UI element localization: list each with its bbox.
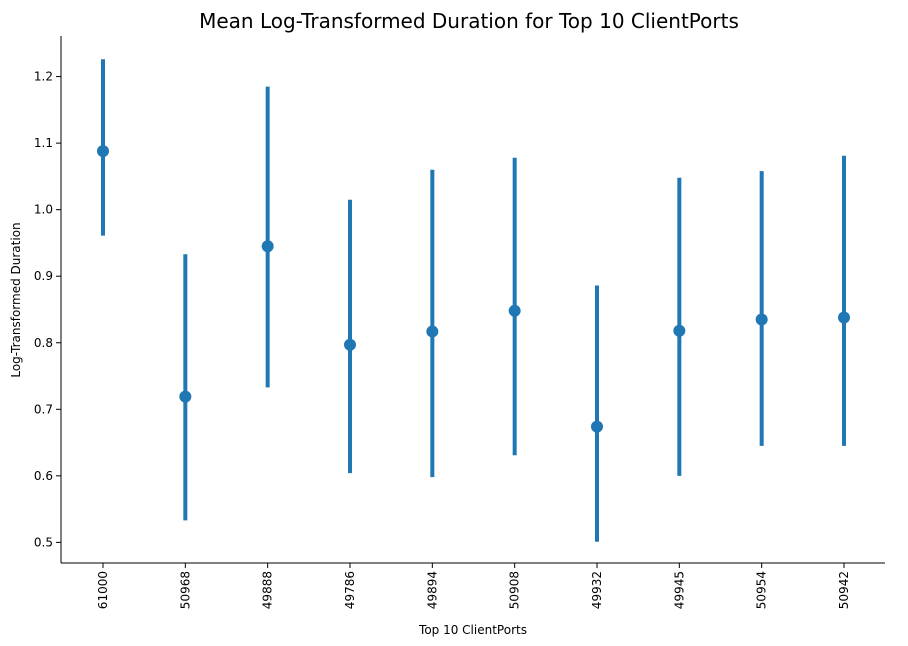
y-tick-label: 0.7 <box>34 402 53 416</box>
y-tick-label: 0.6 <box>34 469 53 483</box>
x-tick-label: 50942 <box>837 571 851 609</box>
mean-point-49786 <box>344 338 356 351</box>
y-tick-label: 1.2 <box>34 70 53 84</box>
mean-point-49894 <box>426 325 439 338</box>
y-axis-ticks: 0.5 0.6 0.7 0.8 0.9 1.0 1.1 1.2 <box>34 70 61 549</box>
mean-point-49932 <box>591 420 603 433</box>
mean-point-49945 <box>673 324 686 337</box>
y-tick-label: 1.0 <box>34 203 53 217</box>
mean-point-49888 <box>261 240 274 253</box>
x-axis-ticks: 61000 50968 49888 49786 49894 50908 49932 49945… <box>96 563 851 609</box>
mean-points <box>97 145 850 433</box>
mean-point-50968 <box>179 390 192 403</box>
x-tick-label: 49932 <box>590 571 604 609</box>
mean-point-50908 <box>508 304 521 317</box>
y-tick-label: 0.9 <box>34 269 53 283</box>
x-tick-label: 50908 <box>508 571 522 609</box>
error-bars <box>101 59 846 542</box>
x-axis-label: Top 10 ClientPorts <box>418 623 527 637</box>
x-tick-label: 61000 <box>96 571 110 609</box>
y-tick-label: 0.8 <box>34 336 53 350</box>
y-tick-label: 0.5 <box>34 535 53 549</box>
x-tick-label: 49786 <box>343 571 357 609</box>
mean-point-50942 <box>838 311 850 324</box>
mean-point-50954 <box>755 313 768 326</box>
chart-title: Mean Log-Transformed Duration for Top 10… <box>199 9 739 33</box>
x-tick-label: 50954 <box>755 571 769 609</box>
x-tick-label: 49945 <box>672 571 686 609</box>
x-tick-label: 49894 <box>425 571 439 609</box>
mean-point-61000 <box>97 145 109 158</box>
x-tick-label: 49888 <box>261 571 275 609</box>
x-tick-label: 50968 <box>178 571 192 609</box>
y-axis-label: Log-Transformed Duration <box>9 222 23 377</box>
y-tick-label: 1.1 <box>34 136 53 150</box>
